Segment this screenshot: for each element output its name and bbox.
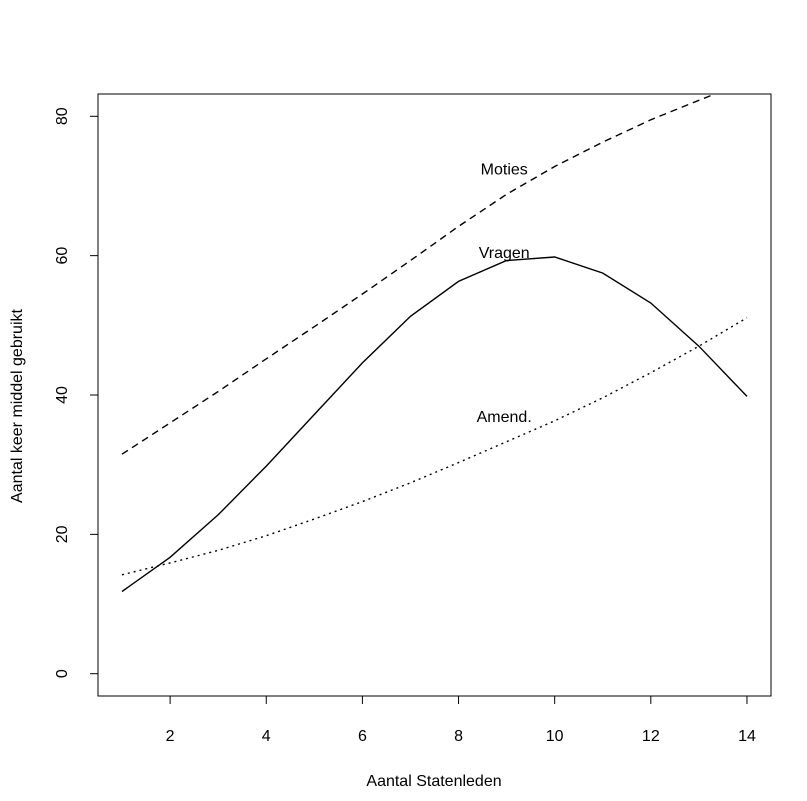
plot-frame <box>97 93 772 697</box>
series-labels: Moties Vragen Amend. <box>477 162 532 426</box>
y-axis-label: Aantal keer middel gebruikt <box>9 309 26 503</box>
x-tick-label: 14 <box>738 728 756 745</box>
series-label-amend: Amend. <box>477 409 532 426</box>
series-line-moties <box>121 94 717 455</box>
series-label-moties: Moties <box>481 162 528 179</box>
x-tick-label: 8 <box>454 728 463 745</box>
y-tick-label: 40 <box>54 386 71 404</box>
x-axis-label: Aantal Statenleden <box>366 773 501 790</box>
x-tick-label: 12 <box>642 728 660 745</box>
series-line-amend <box>121 317 748 576</box>
x-tick-label: 2 <box>166 728 175 745</box>
x-tick-label: 4 <box>262 728 271 745</box>
y-axis: 0 20 40 60 80 <box>54 107 98 678</box>
y-tick-label: 20 <box>54 525 71 543</box>
y-tick-label: 80 <box>54 107 71 125</box>
x-tick-label: 10 <box>546 728 564 745</box>
x-tick-label: 6 <box>358 728 367 745</box>
y-tick-label: 0 <box>54 669 71 678</box>
y-tick-label: 60 <box>54 247 71 265</box>
series-lines <box>121 94 748 593</box>
series-label-vragen: Vragen <box>479 245 530 262</box>
x-axis: 2 4 6 8 10 12 14 <box>166 695 756 745</box>
series-line-vragen <box>121 256 748 593</box>
